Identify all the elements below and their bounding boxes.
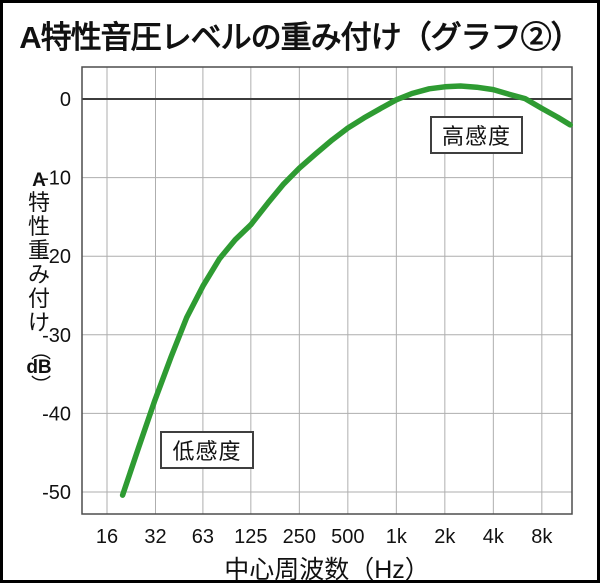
- x-tick-label: 4k: [483, 526, 505, 548]
- y-axis-label-char: け: [27, 310, 50, 335]
- x-tick-label: 8k: [531, 526, 553, 548]
- y-tick-label: -40: [42, 403, 71, 425]
- low-sensitivity-label: 低感度: [160, 431, 254, 469]
- y-axis-label-char: A: [32, 170, 46, 191]
- y-axis-label-paren: （: [28, 340, 51, 361]
- y-axis-label: A 特性重み付け （dB）: [17, 170, 61, 395]
- x-tick-label: 2k: [434, 526, 456, 548]
- y-axis-label-char: 付: [27, 286, 50, 311]
- y-axis-label-char: み: [27, 262, 50, 287]
- y-tick-label: -10: [42, 168, 71, 190]
- x-tick-label: 500: [331, 526, 364, 548]
- y-tick-labels: 0 -10 -20 -30 -40 -50: [42, 89, 71, 504]
- plot-frame: [81, 66, 573, 515]
- a-weighting-chart: 16 32 63 125 250 500 1k 2k 4k 8k 0 -10 -20 -30 -40 -50…: [42, 66, 573, 584]
- a-weighting-curve: [119, 83, 573, 498]
- y-tick-label: -20: [42, 246, 71, 268]
- y-tick-label: -50: [42, 482, 71, 504]
- chart-title: A特性音圧レベルの重み付け（グラフ②）: [19, 20, 581, 55]
- x-tick-label: 250: [283, 526, 316, 548]
- x-tick-label: 63: [192, 526, 214, 548]
- x-tick-label: 16: [96, 526, 118, 548]
- high-sensitivity-label: 高感度: [430, 116, 523, 154]
- y-axis-label-char: dB: [26, 357, 52, 378]
- x-tick-label: 125: [234, 526, 267, 548]
- x-axis-label: 中心周波数（Hz）: [224, 556, 430, 584]
- x-tick-labels: 16 32 63 125 250 500 1k 2k 4k 8k: [96, 526, 554, 548]
- y-axis-label-char: 重: [27, 238, 50, 263]
- y-axis-label-paren: ）: [28, 374, 51, 395]
- x-tick-label: 32: [144, 526, 166, 548]
- y-axis-label-char: 特: [27, 190, 50, 215]
- x-tick-label: 1k: [386, 526, 408, 548]
- y-tick-label: -30: [42, 325, 71, 347]
- y-axis-label-char: 性: [27, 214, 50, 239]
- y-tick-label: 0: [60, 89, 71, 111]
